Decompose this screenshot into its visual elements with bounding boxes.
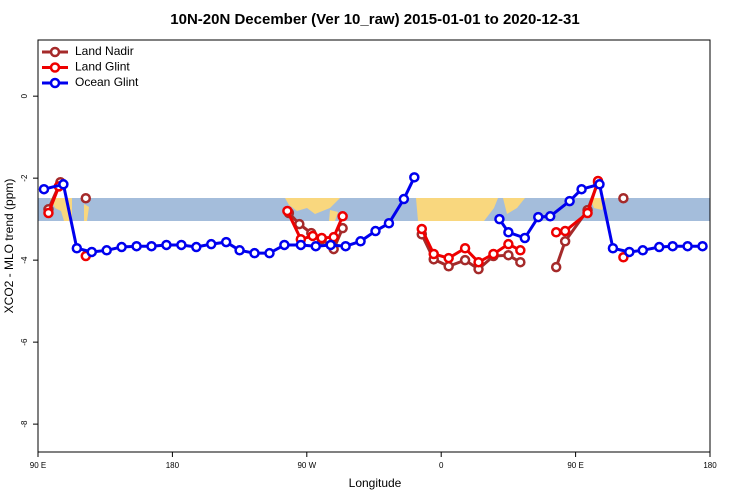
data-point xyxy=(697,240,708,252)
data-point xyxy=(38,183,50,195)
data-point xyxy=(559,236,571,247)
x-tick-label: 90 W xyxy=(297,461,316,470)
legend-marker xyxy=(49,77,61,89)
data-point xyxy=(443,261,454,272)
data-point xyxy=(624,246,635,258)
data-point xyxy=(398,193,410,205)
chart-title: 10N-20N December (Ver 10_raw) 2015-01-01… xyxy=(170,11,579,28)
x-tick-label: 180 xyxy=(703,461,717,470)
data-point xyxy=(544,211,556,222)
data-point xyxy=(564,195,575,207)
data-point xyxy=(205,238,217,250)
data-point xyxy=(494,213,505,225)
data-point xyxy=(550,227,562,238)
x-axis-label: Longitude xyxy=(349,476,402,490)
data-point xyxy=(325,239,336,251)
data-point xyxy=(116,241,127,253)
data-point xyxy=(515,245,526,256)
data-point xyxy=(559,225,571,237)
data-point xyxy=(637,245,649,256)
data-point xyxy=(618,192,629,204)
data-point xyxy=(503,249,514,261)
data-point xyxy=(310,240,322,252)
data-point xyxy=(443,252,454,264)
map-strip xyxy=(38,198,710,221)
legend-marker xyxy=(49,62,61,73)
y-tick-label: -4 xyxy=(20,256,29,264)
y-tick-label: -8 xyxy=(20,420,29,428)
data-point xyxy=(503,238,514,250)
data-point xyxy=(337,211,348,222)
data-point xyxy=(383,217,395,229)
y-tick-label: -6 xyxy=(20,338,29,346)
data-point xyxy=(161,239,172,251)
legend-marker xyxy=(49,46,61,58)
legend-label: Land Nadir xyxy=(75,44,134,58)
data-point xyxy=(550,261,562,273)
data-point xyxy=(295,239,307,251)
data-point xyxy=(86,246,98,258)
data-point xyxy=(459,243,471,254)
data-point xyxy=(503,227,514,238)
plot-frame xyxy=(37,39,711,453)
x-tick-label: 180 xyxy=(166,461,180,470)
data-point xyxy=(653,241,665,253)
data-point xyxy=(459,254,471,266)
data-point xyxy=(682,240,693,252)
data-point xyxy=(101,245,112,256)
data-point xyxy=(428,248,439,260)
data-point xyxy=(220,236,232,248)
data-point xyxy=(594,179,605,190)
data-point xyxy=(131,240,142,252)
data-point xyxy=(416,223,428,235)
data-point xyxy=(533,211,544,223)
data-point xyxy=(249,247,260,259)
data-point xyxy=(515,256,526,268)
data-point xyxy=(316,232,327,244)
data-point xyxy=(370,225,381,237)
data-point xyxy=(488,248,499,260)
data-point xyxy=(191,241,202,253)
data-point xyxy=(80,192,92,204)
data-point xyxy=(473,256,484,268)
data-point xyxy=(58,179,69,190)
data-point xyxy=(279,239,290,251)
data-point xyxy=(667,240,678,252)
data-point xyxy=(234,245,245,256)
x-tick-label: 0 xyxy=(439,461,444,470)
data-point xyxy=(43,207,54,219)
data-point xyxy=(294,218,305,230)
data-point xyxy=(607,243,619,254)
data-point xyxy=(582,207,593,219)
y-tick-label: 0 xyxy=(20,93,29,98)
data-point xyxy=(519,232,531,244)
data-point xyxy=(264,247,275,259)
data-point xyxy=(176,239,187,251)
legend-label: Ocean Glint xyxy=(75,75,139,89)
x-tick-label: 90 E xyxy=(30,461,46,470)
data-point xyxy=(576,183,587,195)
y-tick-label: -2 xyxy=(20,174,29,182)
data-point xyxy=(71,243,83,254)
data-point xyxy=(340,240,351,252)
legend-label: Land Glint xyxy=(75,60,130,74)
data-point xyxy=(355,236,366,247)
data-point xyxy=(282,205,293,217)
y-axis-label: XCO2 - MLO trend (ppm) xyxy=(2,179,16,314)
data-point xyxy=(146,240,157,252)
x-tick-label: 90 E xyxy=(567,461,583,470)
data-point xyxy=(307,230,319,242)
data-point xyxy=(409,172,420,183)
